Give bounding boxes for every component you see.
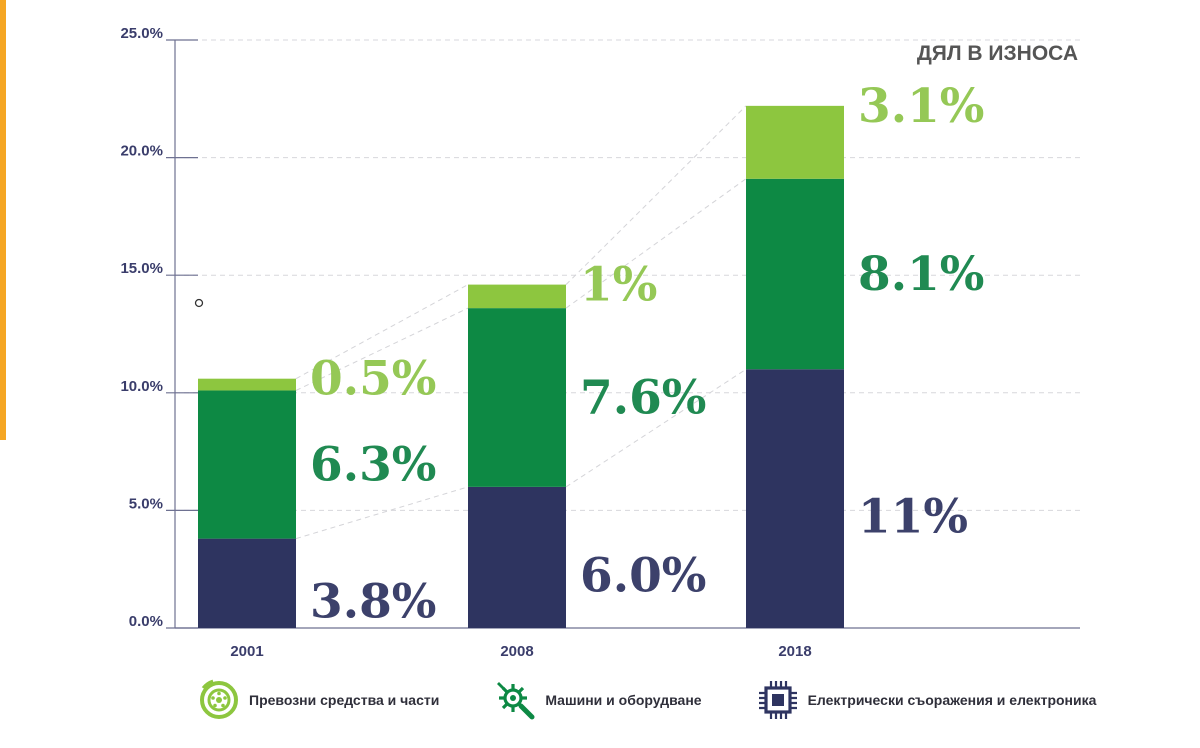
y-tick-label: 20.0% — [120, 143, 163, 160]
connector-line — [565, 178, 747, 309]
y-tick-label: 25.0% — [120, 25, 163, 42]
bar-segment — [198, 378, 296, 391]
bar-segment — [746, 105, 844, 179]
wheel-icon — [200, 679, 238, 719]
bar-segment — [746, 178, 844, 370]
bar-segment — [468, 308, 566, 487]
legend-item-vehicles: Превозни средства и части — [195, 676, 439, 724]
data-label: 0.5% — [310, 352, 436, 407]
connector-lines — [295, 105, 747, 540]
connector-line — [295, 486, 469, 540]
legend-item-electronics: Електрически съоражения и електроника — [754, 676, 1097, 724]
grid-lines — [175, 39, 1080, 511]
stacked-bar-chart: 0.0% 5.0% 10.0% 15.0% 20.0% 25.0% 3.8% 6.3% 0.5… — [120, 25, 1080, 660]
connector-line — [565, 105, 747, 285]
bar-segment — [468, 284, 566, 309]
bar-segment — [198, 538, 296, 628]
legend-label: Електрически съоражения и електроника — [807, 692, 1097, 708]
y-tick-label: 5.0% — [129, 495, 163, 512]
x-tick-labels: 2001 2008 2018 — [230, 643, 811, 660]
bar-segment — [468, 486, 566, 628]
data-label: 11% — [858, 490, 968, 545]
accent-bar — [0, 0, 6, 440]
chart-title: ДЯЛ В ИЗНОСА — [917, 42, 1078, 65]
data-label: 7.6% — [580, 371, 706, 426]
bars — [198, 105, 844, 628]
legend-label: Машини и оборудване — [545, 692, 702, 708]
small-circle-marker — [194, 298, 204, 308]
data-label: 6.0% — [580, 548, 706, 603]
x-tick-label: 2008 — [500, 643, 533, 660]
data-label: 1% — [580, 258, 657, 313]
data-labels: 3.8% 6.3% 0.5% 6.0% 7.6% 1% 11% 8.1% 3.1% — [310, 79, 984, 629]
legend-item-machinery: Машини и оборудване — [491, 676, 702, 724]
y-tick-label: 0.0% — [129, 613, 163, 630]
x-tick-label: 2018 — [778, 643, 811, 660]
connector-line — [295, 284, 469, 380]
legend: Превозни средства и части Машини и обору… — [195, 672, 1115, 728]
connector-line — [295, 307, 469, 391]
y-tick-label: 10.0% — [120, 378, 163, 395]
y-tick-labels: 0.0% 5.0% 10.0% 15.0% 20.0% 25.0% — [120, 25, 163, 630]
data-label: 8.1% — [858, 247, 984, 302]
data-label: 6.3% — [310, 438, 436, 493]
legend-label: Превозни средства и части — [249, 692, 440, 708]
axes — [166, 39, 1080, 629]
bar-segment — [198, 390, 296, 539]
y-tick-label: 15.0% — [120, 260, 163, 277]
x-tick-label: 2001 — [230, 643, 263, 660]
bar-segment — [746, 369, 844, 628]
wrench-gear-icon — [497, 682, 535, 720]
data-label: 3.8% — [310, 574, 436, 629]
microchip-icon — [758, 681, 797, 719]
data-label: 3.1% — [858, 79, 984, 134]
